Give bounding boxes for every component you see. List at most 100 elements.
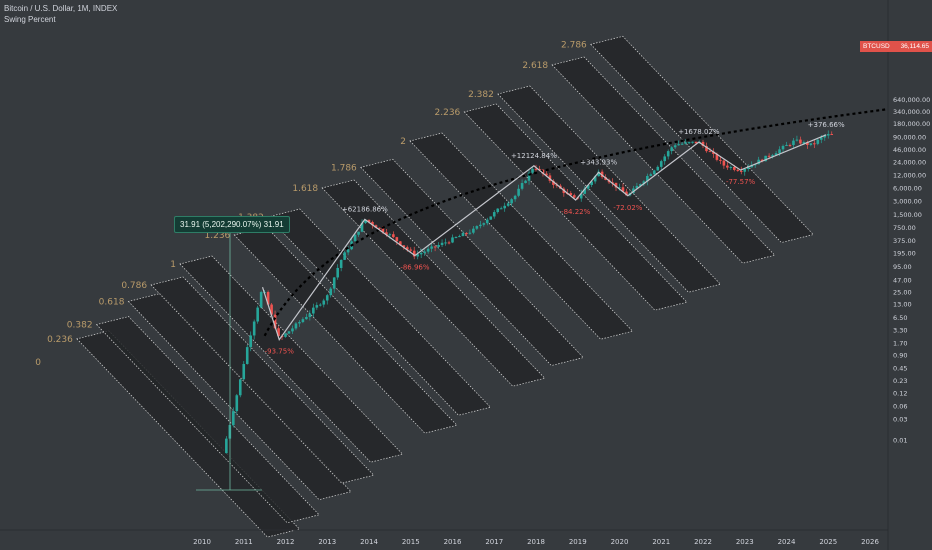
candle-body (266, 292, 270, 305)
y-tick-label: 6.50 (893, 314, 907, 322)
candle-body (646, 175, 649, 182)
y-tick-label: 0.01 (893, 437, 907, 445)
candle-body (322, 300, 326, 305)
candle-body (492, 212, 496, 217)
candle-body (771, 155, 774, 157)
x-tick-label: 2025 (819, 538, 837, 546)
candle-body (329, 288, 333, 296)
candle-body (392, 234, 395, 238)
y-tick-label: 25.00 (893, 288, 912, 296)
y-tick-label: 1.70 (893, 339, 907, 347)
candle-body (513, 195, 517, 200)
fib-band (233, 226, 458, 434)
candle-body (652, 170, 656, 175)
candle-body (670, 147, 673, 152)
candle-body (694, 141, 698, 144)
candle-body (325, 295, 329, 301)
candle-body (597, 171, 600, 177)
candle-body (447, 242, 451, 244)
fib-band (179, 255, 404, 463)
candle-body (259, 292, 263, 308)
candle-body (465, 233, 468, 235)
candle-body (819, 137, 823, 140)
x-tick-label: 2021 (652, 538, 670, 546)
candle-body (767, 155, 771, 157)
candle-body (454, 237, 458, 239)
candle-body (371, 222, 374, 226)
fib-band (360, 158, 585, 366)
candle-body (468, 232, 472, 234)
y-tick-label: 3.30 (893, 327, 907, 335)
y-tick-label: 1,500.00 (893, 211, 922, 219)
price-tag-ticker: BTCUSD (863, 43, 890, 50)
candle-body (625, 191, 628, 196)
candle-body (726, 165, 729, 168)
candle-body (252, 321, 256, 336)
fib-level-label: 0.618 (99, 297, 125, 307)
candle-body (517, 188, 520, 196)
candle-body (287, 331, 291, 334)
candle-body (534, 168, 538, 170)
candle-body (256, 307, 259, 322)
indicator-name[interactable]: Swing Percent (4, 15, 56, 24)
y-tick-label: 375.00 (893, 237, 916, 245)
candle-body (374, 225, 378, 228)
swing-percent-label: -77.57% (726, 178, 756, 186)
candle-body (813, 143, 816, 145)
candle-body (506, 203, 510, 206)
y-tick-label: 0.06 (893, 403, 907, 411)
y-tick-label: 750.00 (893, 224, 916, 232)
candle-body (802, 142, 806, 144)
candle-body (795, 139, 799, 141)
candle-body (482, 223, 486, 225)
measure-tool-label: 31.91 (5,202,290.07%) 31.91 (174, 216, 290, 233)
candle-body (378, 227, 381, 229)
candle-body (708, 151, 712, 153)
candle-body (823, 135, 827, 138)
price-tag-value: 36,114.65 (900, 43, 929, 50)
x-tick-label: 2010 (193, 538, 211, 546)
candle-body (409, 249, 413, 251)
candle-body (569, 193, 573, 196)
candle-body (792, 140, 795, 146)
x-tick-label: 2014 (360, 538, 378, 546)
candle-body (572, 195, 576, 198)
x-tick-label: 2018 (527, 538, 545, 546)
y-tick-label: 0.23 (893, 377, 907, 385)
candle-body (419, 252, 423, 255)
candle-body (684, 142, 687, 144)
candle-body (545, 173, 548, 176)
candle-body (433, 246, 437, 248)
candle-body (593, 176, 597, 182)
candle-body (291, 328, 294, 332)
candle-body (451, 237, 454, 243)
candle-body (746, 167, 750, 169)
candle-body (785, 144, 788, 146)
swing-percent-label: +1678.02% (678, 128, 720, 136)
y-tick-label: 46,000.00 (893, 146, 926, 154)
candle-body (691, 141, 694, 143)
candle-body (649, 174, 653, 176)
swing-percent-label: -72.02% (613, 204, 643, 212)
swing-zigzag-line (261, 134, 827, 342)
x-tick-label: 2024 (778, 538, 796, 546)
x-tick-label: 2020 (611, 538, 629, 546)
candle-body (343, 252, 346, 260)
candle-body (249, 335, 253, 348)
candle-body (225, 438, 228, 454)
candle-body (639, 184, 642, 186)
y-tick-label: 12,000.00 (893, 171, 926, 179)
candle-body (621, 187, 625, 192)
fib-level-label: 1.618 (292, 184, 318, 194)
candle-body (472, 228, 475, 233)
candle-body (701, 141, 705, 146)
candle-body (332, 277, 336, 289)
candle-body (284, 333, 287, 337)
y-tick-label: 47.00 (893, 276, 912, 284)
candle-body (586, 185, 590, 189)
candle-body (635, 185, 639, 189)
fib-level-label: 1 (170, 260, 176, 270)
candle-body (722, 160, 726, 166)
candle-body (531, 168, 534, 173)
